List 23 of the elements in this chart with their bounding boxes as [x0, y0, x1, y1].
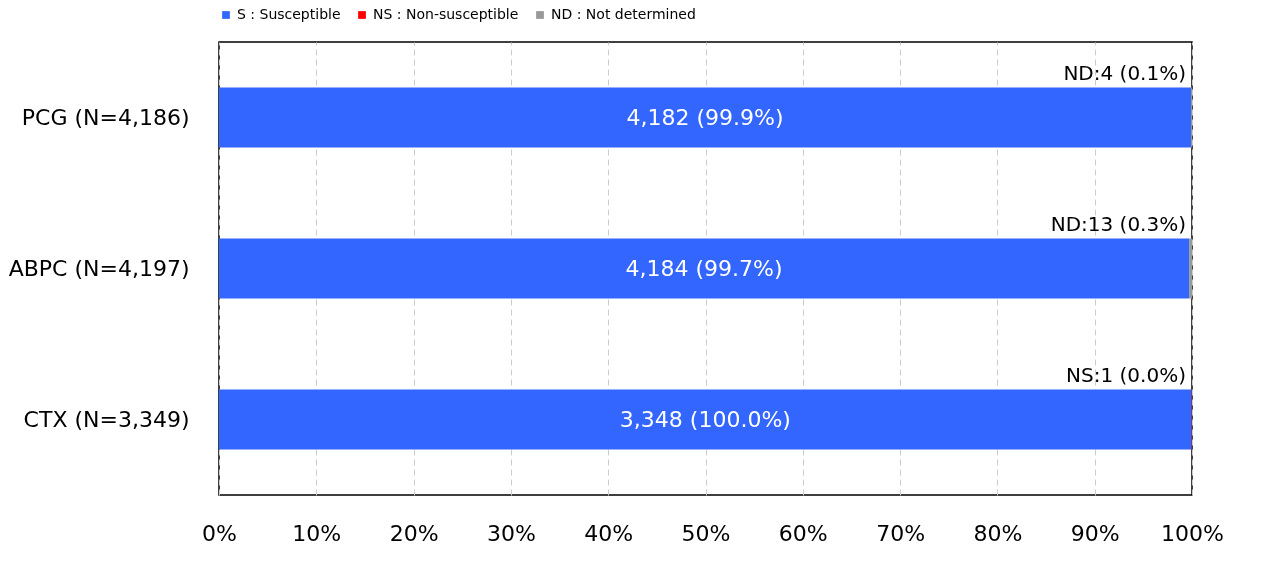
data-label: ND:13 (0.3%) — [1050, 211, 1186, 236]
x-tick-label: 60% — [778, 520, 828, 546]
y-tick-label: PCG (N=4,186) — [21, 104, 190, 130]
data-label: 3,348 (100.0%) — [619, 406, 791, 432]
data-label: 4,184 (99.7%) — [625, 255, 783, 281]
legend-label: ND : Not determined — [551, 6, 696, 22]
x-tick-label: 40% — [584, 520, 634, 546]
y-tick-label: CTX (N=3,349) — [23, 406, 190, 432]
x-tick-label: 10% — [292, 520, 342, 546]
data-label: 4,182 (99.9%) — [626, 104, 784, 130]
data-label: NS:1 (0.0%) — [1066, 362, 1186, 387]
x-tick-label: 30% — [486, 520, 536, 546]
legend-label: NS : Non-susceptible — [373, 6, 519, 22]
x-tick-label: 0% — [202, 520, 237, 546]
x-tick-label: 90% — [1070, 520, 1120, 546]
y-tick-label: ABPC (N=4,197) — [8, 255, 190, 281]
x-tick-label: 80% — [973, 520, 1023, 546]
x-tick-label: 50% — [681, 520, 731, 546]
x-tick-label: 70% — [876, 520, 926, 546]
legend-label: S : Susceptible — [237, 6, 341, 22]
data-label: ND:4 (0.1%) — [1063, 60, 1186, 85]
x-tick-label: 100% — [1161, 520, 1224, 546]
x-tick-label: 20% — [389, 520, 439, 546]
